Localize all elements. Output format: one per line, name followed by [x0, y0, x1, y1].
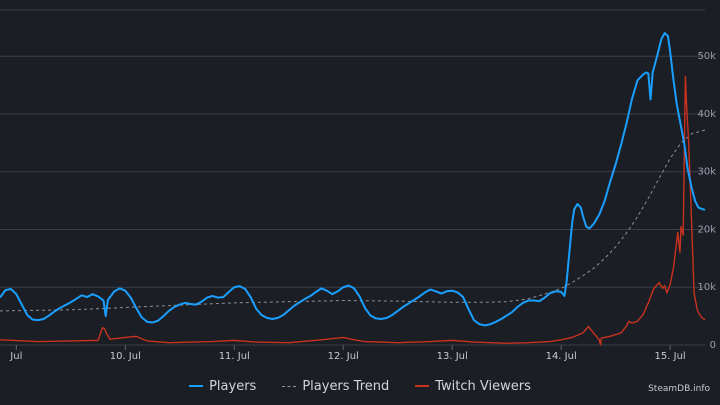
legend-item-players[interactable]: Players	[189, 379, 256, 394]
x-tick-label-jul: Jul	[9, 351, 22, 362]
y-tick-label-40k: 40k	[697, 109, 716, 120]
y-tick-label-50k: 50k	[697, 51, 716, 62]
y-tick-label-0: 0	[710, 340, 716, 351]
x-tick-label-13-jul: 13. Jul	[437, 351, 468, 362]
x-tick-label-14-jul: 14. Jul	[546, 351, 577, 362]
series-line-players[interactable]	[0, 32, 706, 327]
steamdb-watermark[interactable]: SteamDB.info	[648, 384, 710, 394]
y-tick-label-30k: 30k	[697, 167, 716, 178]
x-tick-label-12-jul: 12. Jul	[328, 351, 359, 362]
x-tick-label-10-jul: 10. Jul	[110, 351, 141, 362]
grid-lines	[0, 9, 705, 346]
series-lines	[0, 32, 706, 346]
legend: Players Players Trend Twitch Viewers	[0, 376, 720, 396]
legend-item-players-trend[interactable]: Players Trend	[282, 379, 389, 394]
x-axis-labels: Jul 10. Jul 11. Jul 12. Jul 13. Jul 14. Jul 15…	[9, 345, 686, 362]
legend-item-twitch-viewers[interactable]: Twitch Viewers	[415, 379, 531, 394]
y-tick-label-20k: 20k	[697, 224, 716, 235]
players-trend-swatch-icon	[282, 385, 297, 387]
x-tick-label-11-jul: 11. Jul	[219, 351, 250, 362]
legend-label-players-trend: Players Trend	[302, 378, 390, 394]
legend-label-players: Players	[209, 378, 257, 394]
y-axis-labels: 0 10k 20k 30k 40k 50k	[697, 51, 716, 351]
players-swatch-icon	[189, 385, 204, 387]
series-line-twitch-viewers[interactable]	[0, 75, 706, 346]
twitch-viewers-swatch-icon	[415, 385, 430, 387]
legend-label-twitch-viewers: Twitch Viewers	[435, 378, 531, 394]
x-tick-label-15-jul: 15. Jul	[655, 351, 686, 362]
series-line-players-trend[interactable]	[0, 129, 706, 312]
y-tick-label-10k: 10k	[697, 282, 716, 293]
